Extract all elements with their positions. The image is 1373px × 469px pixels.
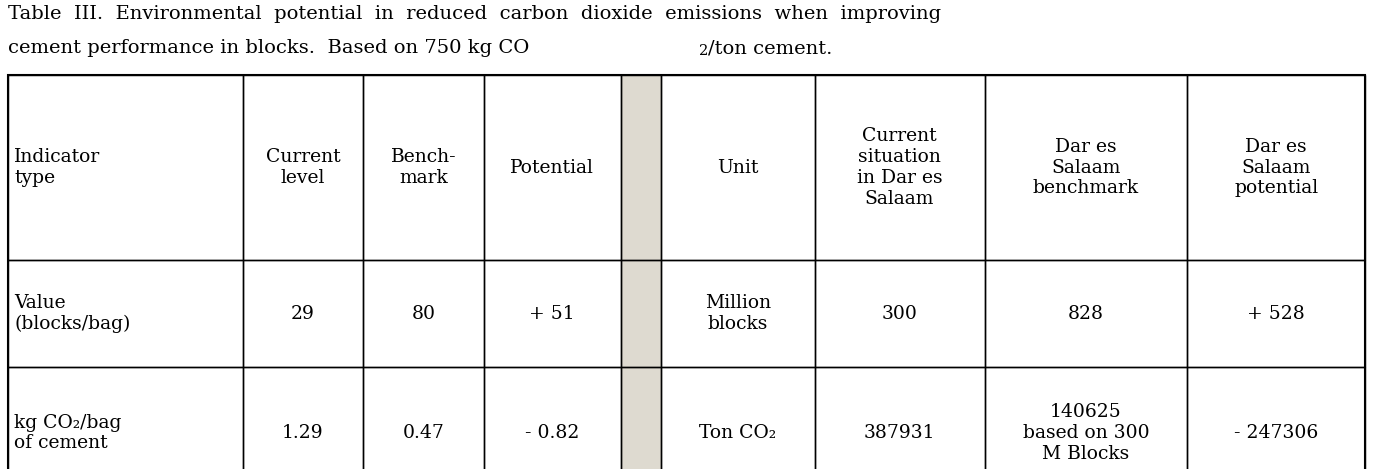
Text: 80: 80 (412, 304, 435, 323)
Bar (483, 367, 621, 469)
Bar (621, 75, 662, 260)
Bar (8, 75, 243, 260)
Text: + 528: + 528 (1247, 304, 1306, 323)
Bar (243, 367, 362, 469)
Bar (362, 260, 483, 367)
Text: Unit: Unit (717, 159, 758, 176)
Text: Potential: Potential (511, 159, 595, 176)
Text: Value
(blocks/bag): Value (blocks/bag) (14, 294, 130, 333)
Text: 1.29: 1.29 (281, 424, 324, 442)
Text: 2: 2 (699, 44, 708, 58)
Text: 29: 29 (291, 304, 314, 323)
Text: Current
level: Current level (265, 148, 341, 187)
Bar (1188, 260, 1365, 367)
Bar (243, 260, 362, 367)
Bar (621, 260, 662, 367)
Bar (362, 367, 483, 469)
Text: /ton cement.: /ton cement. (708, 39, 832, 57)
Bar (243, 75, 362, 260)
Bar (8, 260, 243, 367)
Bar (362, 75, 483, 260)
Bar (483, 260, 621, 367)
Text: 0.47: 0.47 (402, 424, 445, 442)
Text: Current
situation
in Dar es
Salaam: Current situation in Dar es Salaam (857, 127, 942, 208)
Text: cement performance in blocks.  Based on 750 kg CO: cement performance in blocks. Based on 7… (8, 39, 530, 57)
Text: Ton CO₂: Ton CO₂ (699, 424, 776, 442)
Text: Dar es
Salaam
potential: Dar es Salaam potential (1234, 138, 1318, 197)
Text: - 247306: - 247306 (1234, 424, 1318, 442)
Text: Bench-
mark: Bench- mark (390, 148, 456, 187)
Text: Table  III.  Environmental  potential  in  reduced  carbon  dioxide  emissions  : Table III. Environmental potential in re… (8, 5, 941, 23)
Bar (8, 367, 243, 469)
Bar (984, 75, 1188, 260)
Text: 140625
based on 300
M Blocks: 140625 based on 300 M Blocks (1023, 403, 1149, 463)
Bar (984, 367, 1188, 469)
Text: - 0.82: - 0.82 (524, 424, 579, 442)
Bar (483, 75, 621, 260)
Bar (814, 260, 984, 367)
Text: Indicator
type: Indicator type (14, 148, 100, 187)
Text: + 51: + 51 (529, 304, 575, 323)
Bar (662, 367, 814, 469)
Bar (814, 75, 984, 260)
Bar (621, 75, 662, 469)
Text: 828: 828 (1068, 304, 1104, 323)
Bar (984, 260, 1188, 367)
Text: kg CO₂/bag
of cement: kg CO₂/bag of cement (14, 414, 121, 453)
Text: Dar es
Salaam
benchmark: Dar es Salaam benchmark (1032, 138, 1140, 197)
Text: 387931: 387931 (864, 424, 935, 442)
Bar (662, 75, 814, 260)
Bar (1188, 75, 1365, 260)
Text: Million
blocks: Million blocks (704, 294, 770, 333)
Bar (621, 367, 662, 469)
Bar (662, 260, 814, 367)
Bar (814, 367, 984, 469)
Bar (1188, 367, 1365, 469)
Text: 300: 300 (881, 304, 917, 323)
